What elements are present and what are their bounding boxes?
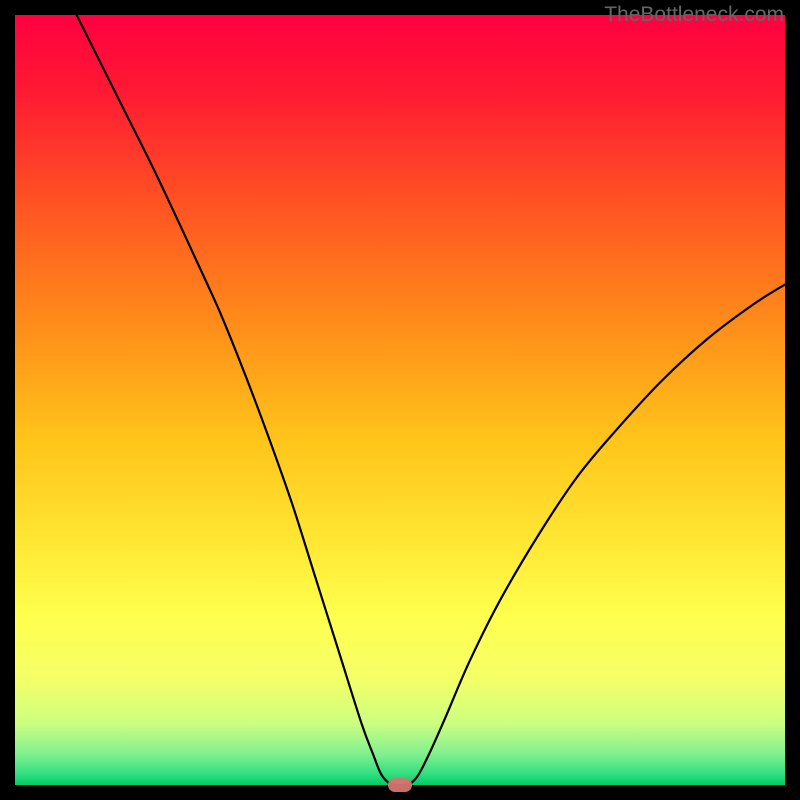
plot-area xyxy=(15,15,785,785)
curve-path xyxy=(77,15,785,785)
optimal-point-marker xyxy=(388,778,412,792)
chart-frame: TheBottleneck.com xyxy=(0,0,800,800)
bottleneck-curve xyxy=(15,15,785,785)
watermark-text: TheBottleneck.com xyxy=(604,3,784,27)
